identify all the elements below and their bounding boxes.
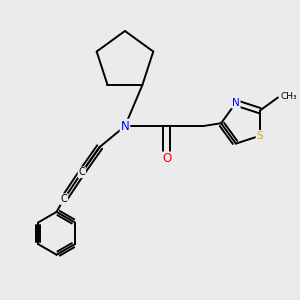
Text: O: O (162, 152, 171, 165)
Text: C: C (61, 194, 67, 204)
Text: CH₃: CH₃ (280, 92, 297, 100)
Text: N: N (232, 98, 240, 108)
Text: C: C (78, 167, 85, 177)
Text: N: N (121, 120, 129, 133)
Text: S: S (256, 131, 263, 141)
